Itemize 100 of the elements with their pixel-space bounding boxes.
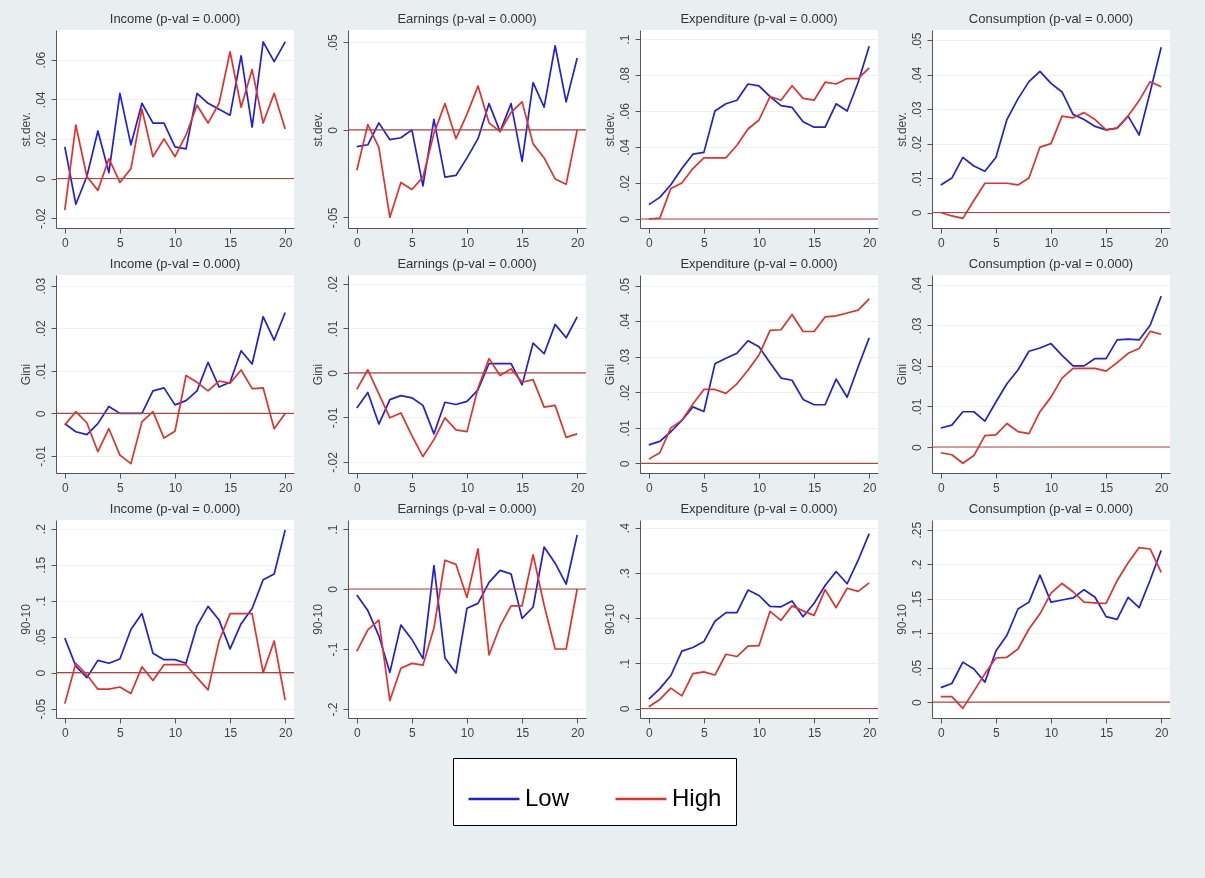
y-tick-label: -.02 (33, 207, 48, 229)
x-tick-label: 5 (701, 235, 709, 250)
y-axis-title: st.dev. (310, 112, 325, 147)
y-tick-label: .2 (617, 613, 632, 624)
y-tick-label: .02 (33, 130, 48, 148)
y-tick-label: .05 (325, 34, 340, 52)
y-axis-title: 90-10 (602, 603, 617, 635)
x-tick-label: 15 (223, 480, 238, 495)
line-series (939, 330, 1163, 465)
chart-title: Income (p-val = 0.000) (109, 256, 241, 271)
y-axis-title: 90-10 (894, 603, 909, 635)
line-series (355, 315, 579, 435)
x-tick-label: 0 (645, 235, 653, 250)
y-tick-label: .04 (909, 276, 924, 294)
x-tick-label: 0 (645, 480, 653, 495)
line-series (355, 357, 579, 458)
x-tick-label: 20 (279, 235, 293, 250)
x-tick-label: 20 (1155, 235, 1169, 250)
y-tick-label: .05 (33, 628, 48, 646)
y-tick-label: 0 (909, 209, 924, 217)
x-tick-label: 10 (1044, 480, 1059, 495)
line-series (63, 369, 287, 465)
x-tick-label: 15 (223, 725, 238, 740)
x-tick-label: 5 (409, 480, 417, 495)
y-tick-label: .05 (617, 277, 632, 295)
line-series (647, 45, 871, 206)
x-tick-label: 5 (993, 480, 1001, 495)
chart-title: Income (p-val = 0.000) (109, 501, 241, 516)
line-series (355, 534, 579, 674)
y-tick-label: .02 (617, 384, 632, 402)
y-axis-title: st.dev. (894, 112, 909, 147)
x-tick-label: 15 (1099, 235, 1114, 250)
line-series (647, 532, 871, 700)
line-series (647, 337, 871, 446)
x-tick-label: 20 (863, 725, 877, 740)
y-axis-title: 90-10 (18, 603, 33, 635)
y-tick-label: -.01 (325, 407, 340, 429)
y-tick-label: .04 (617, 313, 632, 331)
y-tick-label: -.05 (325, 207, 340, 229)
y-tick-label: -.02 (325, 451, 340, 473)
y-tick-label: .08 (617, 66, 632, 84)
x-tick-label: 20 (571, 480, 585, 495)
x-tick-label: 15 (807, 235, 822, 250)
y-tick-label: -.01 (33, 445, 48, 467)
y-tick-label: .15 (33, 556, 48, 574)
y-tick-label: .2 (33, 523, 48, 535)
x-tick-label: 10 (168, 235, 183, 250)
y-tick-label: .01 (909, 398, 924, 416)
legend-label: Low (525, 784, 570, 811)
x-tick-label: 20 (863, 235, 877, 250)
line-series (355, 85, 579, 219)
y-tick-label: 0 (909, 443, 924, 451)
x-tick-label: 20 (1155, 725, 1169, 740)
line-series (355, 547, 579, 702)
y-tick-label: .03 (909, 317, 924, 335)
y-tick-label: .25 (909, 521, 924, 539)
y-tick-label: .05 (909, 659, 924, 677)
line-series (647, 297, 871, 460)
y-axis-title: Gini (894, 363, 909, 386)
y-tick-label: .1 (33, 595, 48, 607)
x-tick-label: 15 (807, 480, 822, 495)
line-series (939, 80, 1163, 220)
chart-title: Consumption (p-val = 0.000) (968, 256, 1134, 271)
x-tick-label: 5 (701, 480, 709, 495)
line-series (939, 46, 1163, 186)
line-series (355, 44, 579, 187)
y-tick-label: 0 (617, 705, 632, 713)
y-tick-label: .1 (325, 524, 340, 535)
x-tick-label: 0 (645, 725, 653, 740)
y-tick-label: .03 (33, 277, 48, 295)
y-tick-label: -.05 (33, 698, 48, 720)
chart-title: Expenditure (p-val = 0.000) (680, 256, 838, 271)
line-series (63, 612, 287, 705)
x-tick-label: 10 (1044, 725, 1059, 740)
y-axis-title: Gini (310, 363, 325, 386)
x-tick-label: 10 (752, 725, 767, 740)
y-tick-label: 0 (33, 410, 48, 418)
x-tick-label: 15 (515, 235, 530, 250)
y-tick-label: 0 (617, 460, 632, 468)
x-tick-label: 20 (571, 235, 585, 250)
y-tick-label: .4 (617, 522, 632, 534)
x-tick-label: 10 (168, 480, 183, 495)
x-tick-label: 10 (168, 725, 183, 740)
x-tick-label: 5 (409, 725, 417, 740)
x-tick-label: 15 (515, 480, 530, 495)
y-tick-label: -.1 (325, 642, 340, 657)
y-tick-label: .02 (325, 275, 340, 293)
x-tick-label: 10 (752, 480, 767, 495)
y-tick-label: .05 (909, 32, 924, 50)
y-tick-label: 0 (617, 215, 632, 223)
y-axis-title: Gini (18, 363, 33, 386)
y-axis-title: Gini (602, 363, 617, 386)
x-tick-label: 0 (61, 725, 69, 740)
y-tick-label: 0 (909, 698, 924, 706)
chart-title: Earnings (p-val = 0.000) (397, 501, 537, 516)
y-tick-label: .01 (325, 320, 340, 338)
y-tick-label: .04 (909, 66, 924, 84)
x-tick-label: 5 (117, 480, 125, 495)
x-tick-label: 20 (571, 725, 585, 740)
x-tick-label: 15 (515, 725, 530, 740)
